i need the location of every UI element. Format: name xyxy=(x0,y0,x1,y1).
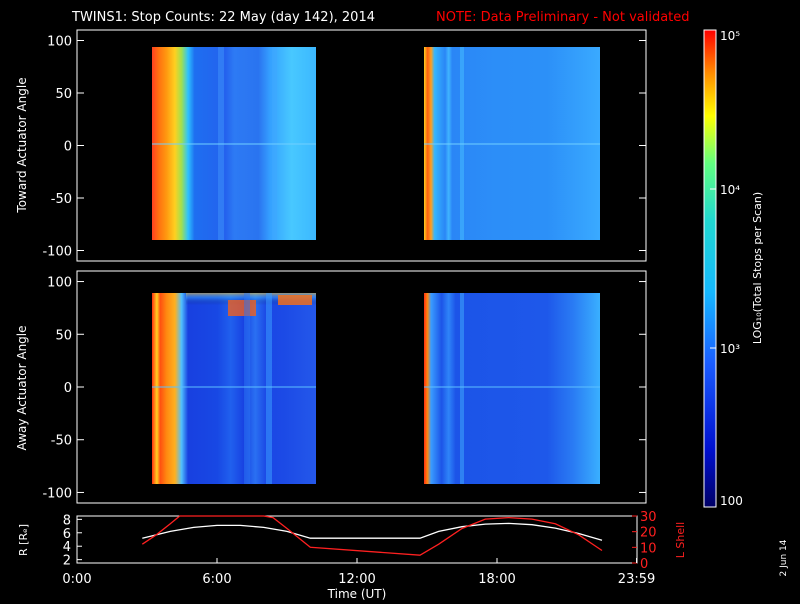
toward-zero-stripe-2 xyxy=(424,143,600,145)
l-shell-tick-label: 10 xyxy=(640,541,657,556)
r-distance-line xyxy=(142,522,603,541)
toward-axis-label: Toward Actuator Angle xyxy=(15,77,29,213)
colorbar-gradient xyxy=(704,30,716,507)
r-tick-label: 6 xyxy=(63,527,71,542)
toward-panel: Toward Actuator Angle 100 50 0 -50 -100 xyxy=(15,29,647,262)
colorbar-tick-label: 10³ xyxy=(720,342,740,356)
colorbar-tick-label: 10⁵ xyxy=(720,29,740,43)
x-tick-label: 0:00 xyxy=(62,572,91,587)
l-shell-tick-label: 20 xyxy=(640,526,657,541)
away-band-3 xyxy=(460,293,464,484)
l-shell-tick-label: 30 xyxy=(640,510,657,525)
y-tick-label: 100 xyxy=(47,35,72,50)
r-tick-label: 2 xyxy=(63,554,71,569)
l-shell-tick-label: 0 xyxy=(640,557,648,572)
y-tick-label: 0 xyxy=(64,140,72,155)
time-x-ticks: 0:00 6:00 12:00 18:00 23:59 xyxy=(62,558,655,587)
y-tick-label: 50 xyxy=(55,87,72,102)
y-tick-label: -50 xyxy=(51,192,72,207)
colorbar-tick-label: 10⁴ xyxy=(720,183,740,197)
x-tick-label: 23:59 xyxy=(618,572,655,587)
y-tick-label: -100 xyxy=(42,245,72,260)
colorbar-tick-label: 100 xyxy=(720,494,743,508)
away-band-2 xyxy=(266,293,272,484)
toward-y-ticks: 100 50 0 -50 -100 xyxy=(42,35,646,260)
away-hot-patch-1 xyxy=(228,300,256,316)
figure-title: TWINS1: Stop Counts: 22 May (day 142), 2… xyxy=(71,10,375,25)
r-tick-label: 4 xyxy=(63,540,71,555)
y-tick-label: -50 xyxy=(51,434,72,449)
away-heatmap-block-2 xyxy=(424,293,600,484)
colorbar-ticks: 100 10³ 10⁴ 10⁵ xyxy=(710,29,743,508)
x-tick-label: 18:00 xyxy=(478,572,515,587)
away-hot-patch-2 xyxy=(278,295,312,305)
x-tick-label: 12:00 xyxy=(338,572,375,587)
y-tick-label: 100 xyxy=(47,276,72,291)
toward-zero-stripe-1 xyxy=(152,143,316,145)
away-zero-stripe-2 xyxy=(424,386,600,388)
away-axis-label: Away Actuator Angle xyxy=(15,325,29,450)
y-tick-label: 50 xyxy=(55,328,72,343)
y-tick-label: -100 xyxy=(42,486,72,501)
generation-date: 2 Jun 14 xyxy=(779,539,789,576)
colorbar: 100 10³ 10⁴ 10⁵ LOG₁₀(Total Stops per Scan) xyxy=(703,29,764,508)
y-tick-label: 0 xyxy=(64,381,72,396)
away-y-ticks: 100 50 0 -50 -100 xyxy=(42,276,646,501)
preliminary-note: NOTE: Data Preliminary - Not validated xyxy=(436,10,690,25)
x-tick-label: 6:00 xyxy=(202,572,231,587)
r-tick-label: 8 xyxy=(63,513,71,528)
l-shell-line xyxy=(141,515,603,556)
r-axis-label: R [Rₑ] xyxy=(17,524,30,556)
time-axis-label: Time (UT) xyxy=(327,587,387,600)
away-band-1 xyxy=(244,293,250,484)
colorbar-label: LOG₁₀(Total Stops per Scan) xyxy=(751,192,764,344)
away-panel: Away Actuator Angle 100 50 0 -50 -100 xyxy=(15,270,647,504)
away-zero-stripe-1 xyxy=(152,386,316,388)
l-shell-axis-label: L Shell xyxy=(674,522,687,558)
